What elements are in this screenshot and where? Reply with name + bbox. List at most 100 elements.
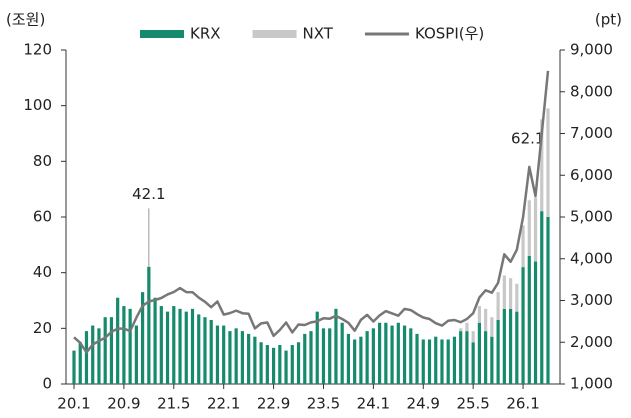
bar <box>533 261 538 384</box>
bar <box>209 319 213 384</box>
data-label: 42.1 <box>132 185 165 203</box>
legend-label: KOSPI(우) <box>415 25 484 43</box>
bar <box>253 336 257 384</box>
bar <box>471 342 475 384</box>
x-tick-label: 25.5 <box>456 395 489 413</box>
bar <box>502 308 506 384</box>
bar <box>122 306 126 384</box>
bar <box>103 317 107 384</box>
bar <box>215 325 220 384</box>
bar <box>465 331 469 384</box>
bar <box>128 308 132 384</box>
bar <box>141 292 145 384</box>
x-tick-label: 22.9 <box>257 395 290 413</box>
bar <box>296 342 301 384</box>
bar <box>228 331 232 384</box>
bar <box>527 255 531 384</box>
bar <box>434 336 438 384</box>
bar <box>315 311 319 384</box>
bar <box>165 311 170 384</box>
legend-swatch <box>140 30 184 38</box>
x-tick-label: 24.1 <box>357 395 390 413</box>
y2-tick-label: 3,000 <box>570 291 613 309</box>
bar <box>134 325 138 384</box>
bar <box>484 331 488 384</box>
bar <box>440 339 444 384</box>
bar <box>222 325 226 384</box>
bar <box>91 325 95 384</box>
y2-unit: (pt) <box>595 11 622 29</box>
x-tick-label: 22.1 <box>207 395 240 413</box>
bar <box>465 322 469 332</box>
bar <box>515 311 519 384</box>
bar <box>540 211 544 384</box>
bar <box>159 306 163 384</box>
x-tick-label: 26.1 <box>506 395 539 413</box>
bar <box>502 275 506 309</box>
bar <box>390 325 394 384</box>
bar <box>540 119 544 212</box>
bar <box>546 108 550 217</box>
bar <box>353 339 357 384</box>
bar <box>178 308 182 384</box>
legend-label: KRX <box>190 25 221 43</box>
y-tick-label: 100 <box>23 96 52 114</box>
bar <box>402 325 407 384</box>
data-label: 62.1 <box>511 129 544 147</box>
bar <box>240 331 244 384</box>
bar <box>78 342 82 384</box>
bar <box>234 328 238 384</box>
bar <box>459 328 463 332</box>
bar <box>334 308 338 384</box>
y2-tick-label: 4,000 <box>570 249 613 267</box>
bar <box>371 328 375 384</box>
line <box>73 70 550 354</box>
bar <box>508 278 513 309</box>
bar <box>527 200 531 256</box>
bar <box>490 336 494 384</box>
y2-tick-label: 2,000 <box>570 333 613 351</box>
bar <box>490 317 494 337</box>
bar <box>116 297 120 384</box>
bar <box>346 333 351 384</box>
bar <box>184 311 188 384</box>
x-tick-label: 23.5 <box>307 395 340 413</box>
bar <box>496 292 500 320</box>
bar <box>109 317 114 384</box>
bar <box>378 322 382 384</box>
x-tick-label: 21.5 <box>157 395 190 413</box>
y-tick-label: 40 <box>33 263 52 281</box>
bar <box>278 345 282 384</box>
legend-label: NXT <box>303 25 334 43</box>
bar <box>427 339 432 384</box>
bar <box>496 319 500 384</box>
bar <box>72 350 76 384</box>
bar <box>446 339 450 384</box>
bar <box>309 331 313 384</box>
y-tick-label: 20 <box>33 319 52 337</box>
bar <box>521 267 525 384</box>
y-tick-label: 80 <box>33 152 52 170</box>
y2-tick-label: 7,000 <box>570 124 613 142</box>
bar <box>452 336 457 384</box>
bar <box>484 308 488 332</box>
x-tick-label: 20.1 <box>57 395 90 413</box>
x-tick-label: 20.9 <box>107 395 140 413</box>
y-tick-label: 120 <box>23 41 52 59</box>
bar <box>328 328 332 384</box>
bar <box>421 339 425 384</box>
bar <box>259 342 263 384</box>
y-tick-label: 0 <box>42 375 52 393</box>
bar <box>546 217 550 384</box>
bar <box>284 350 288 384</box>
y2-tick-label: 8,000 <box>570 82 613 100</box>
bar <box>459 331 463 384</box>
bar <box>153 297 157 384</box>
bar <box>471 331 475 343</box>
bar <box>340 322 344 384</box>
legend-swatch <box>252 30 297 38</box>
x-tick-label: 24.9 <box>407 395 440 413</box>
bar <box>147 266 151 384</box>
bar <box>533 197 538 262</box>
y-tick-label: 60 <box>33 208 52 226</box>
